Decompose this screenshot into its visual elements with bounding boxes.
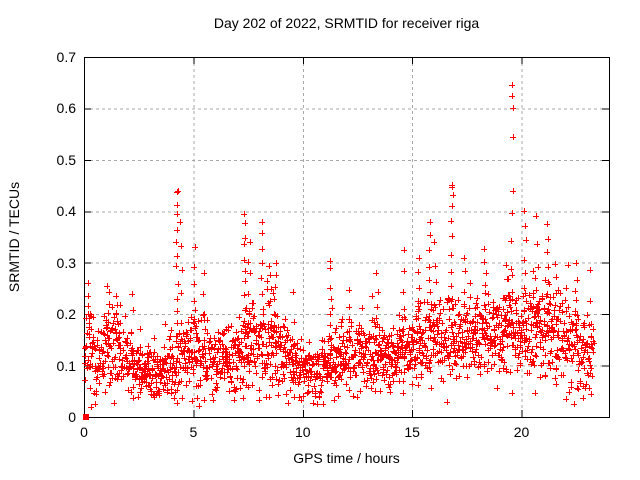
- chart-title: Day 202 of 2022, SRMTID for receiver rig…: [213, 15, 480, 31]
- x-tick-label: 5: [189, 424, 198, 440]
- x-tick-label: 20: [513, 424, 530, 440]
- plot-border: [84, 57, 610, 418]
- x-tick-label: 0: [80, 424, 88, 440]
- y-tick-label: 0.2: [56, 306, 76, 323]
- y-tick-label: 0.1: [56, 357, 76, 374]
- y-tick-label: 0.6: [56, 100, 76, 117]
- x-tick-label: 15: [404, 424, 420, 440]
- y-tick-label: 0: [68, 409, 76, 425]
- x-tick-label: 10: [294, 424, 311, 440]
- y-tick-label: 0.4: [56, 203, 76, 220]
- origin-square-marker: [83, 414, 89, 420]
- y-tick-label: 0.7: [56, 49, 76, 65]
- x-axis-label: GPS time / hours: [293, 450, 400, 466]
- y-tick-label: 0.3: [56, 254, 76, 271]
- y-tick-label: 0.5: [56, 151, 76, 168]
- data-points: [82, 82, 597, 410]
